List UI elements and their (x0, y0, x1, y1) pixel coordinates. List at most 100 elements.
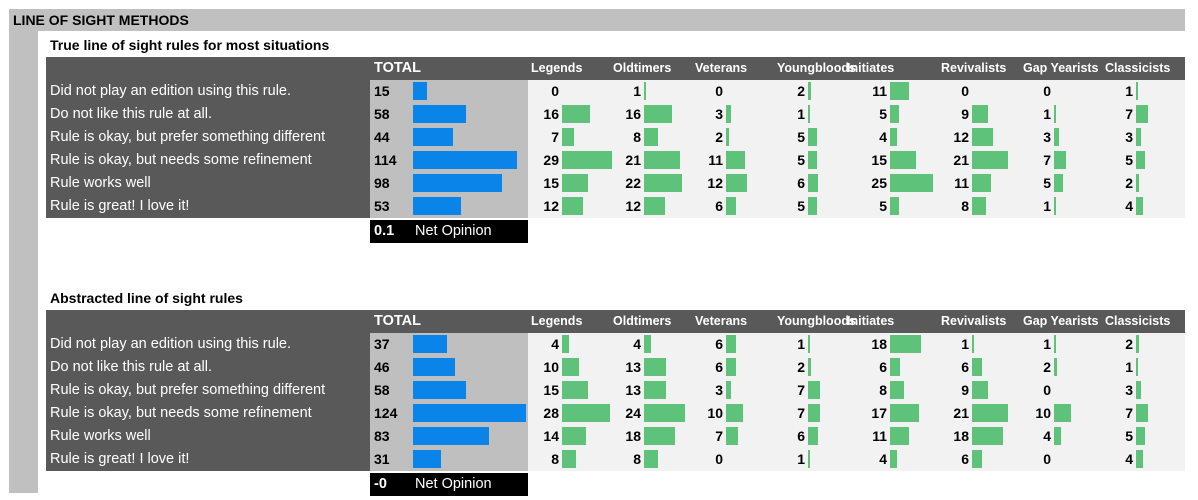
group-bar (726, 381, 731, 399)
group-value: 4 (551, 336, 559, 352)
left-margin-strip (9, 31, 38, 493)
row-label: Did not play an edition using this rule. (50, 83, 292, 99)
group-bar (1136, 404, 1148, 422)
group-value: 6 (715, 359, 723, 375)
group-header: Gap Yearists (1023, 61, 1099, 75)
row-label: Rule is great! I love it! (50, 198, 190, 214)
row-label: Do not like this rule at all. (50, 106, 212, 122)
group-value: 1 (633, 83, 641, 99)
group-bar (726, 105, 731, 123)
group-bar (1136, 105, 1148, 123)
group-header: Revivalists (941, 61, 1007, 75)
total-column: 37 46 58 124 83 31 (370, 333, 528, 471)
group-bar (1054, 174, 1063, 192)
group-bar (1054, 404, 1071, 422)
group-bar (644, 450, 658, 468)
group-value: 29 (543, 152, 559, 168)
group-bar (890, 151, 916, 169)
group-bar (562, 151, 612, 169)
total-bar (413, 105, 466, 123)
group-value: 1 (1125, 83, 1133, 99)
group-bar (562, 381, 588, 399)
net-opinion: -0 Net Opinion (370, 473, 528, 496)
row-label: Rule works well (50, 175, 151, 191)
page-title: LINE OF SIGHT METHODS (9, 9, 1185, 31)
net-opinion: 0.1 Net Opinion (370, 220, 528, 243)
group-header: Initiates (847, 61, 895, 75)
total-value: 31 (374, 451, 390, 467)
group-header: Classicists (1105, 314, 1171, 328)
group-bar (1136, 427, 1145, 445)
group-bar (1054, 335, 1056, 353)
group-value: 4 (1125, 451, 1133, 467)
group-value: 11 (872, 83, 887, 99)
group-bar (972, 197, 986, 215)
group-bar (972, 335, 974, 353)
group-value: 16 (543, 106, 559, 122)
group-value: 6 (715, 336, 723, 352)
group-bar (808, 174, 818, 192)
group-value: 6 (879, 359, 887, 375)
total-column-header: TOTAL (370, 310, 528, 333)
total-column: 15 58 44 114 98 53 (370, 80, 528, 218)
group-bar (1054, 358, 1057, 376)
group-bar (972, 358, 982, 376)
group-value: 15 (871, 152, 887, 168)
net-opinion-label: Net Opinion (415, 476, 492, 492)
group-value: 8 (633, 451, 641, 467)
group-value: 0 (551, 83, 559, 99)
total-value: 15 (374, 83, 390, 99)
group-value: 1 (797, 336, 805, 352)
group-bar (1136, 381, 1141, 399)
group-bar (726, 128, 729, 146)
total-value: 44 (374, 129, 390, 145)
group-bar (890, 381, 904, 399)
group-bar (644, 151, 680, 169)
group-bar (972, 404, 1008, 422)
group-bar (1136, 82, 1138, 100)
group-value: 1 (1125, 359, 1133, 375)
group-value: 13 (625, 382, 641, 398)
group-value: 12 (625, 198, 641, 214)
group-value: 6 (961, 451, 969, 467)
group-bar (972, 174, 991, 192)
total-value: 53 (374, 198, 390, 214)
group-bar (644, 128, 658, 146)
group-bar (890, 105, 899, 123)
group-header: Veterans (695, 61, 748, 75)
group-value: 5 (797, 129, 805, 145)
group-bar (890, 358, 900, 376)
group-bar (890, 174, 933, 192)
group-value: 2 (1125, 336, 1133, 352)
group-header: Initiates (847, 314, 895, 328)
group-value: 21 (953, 405, 969, 421)
group-values-area: 4 10 15 28 14 8 4 13 13 24 18 8 6 6 3 10 7 0 1 2 7 7 6 1 18 6 8 17 1… (528, 333, 1185, 471)
group-bar (1136, 174, 1139, 192)
total-value: 98 (374, 175, 390, 191)
group-value: 9 (961, 382, 969, 398)
group-value: 11 (872, 428, 887, 444)
group-value: 17 (871, 405, 887, 421)
group-value: 5 (797, 152, 805, 168)
group-value: 12 (707, 175, 723, 191)
group-bar (1054, 197, 1056, 215)
group-value: 21 (953, 152, 969, 168)
group-bar (808, 358, 811, 376)
group-bar (1136, 197, 1143, 215)
group-header: Youngbloods (777, 314, 856, 328)
total-bar (413, 335, 447, 353)
group-bar (644, 105, 672, 123)
group-value: 2 (1043, 359, 1051, 375)
group-value: 0 (1043, 451, 1051, 467)
group-bar (1136, 335, 1139, 353)
group-bar (726, 427, 738, 445)
group-value: 7 (1125, 405, 1133, 421)
group-value: 18 (953, 428, 969, 444)
row-label: Do not like this rule at all. (50, 359, 212, 375)
group-value: 21 (625, 152, 641, 168)
total-value: 58 (374, 106, 390, 122)
group-value: 4 (1043, 428, 1051, 444)
group-bar (890, 128, 897, 146)
group-header-row: Legends Oldtimers Veterans Youngbloods Initi… (528, 57, 1185, 80)
group-value: 4 (879, 129, 887, 145)
